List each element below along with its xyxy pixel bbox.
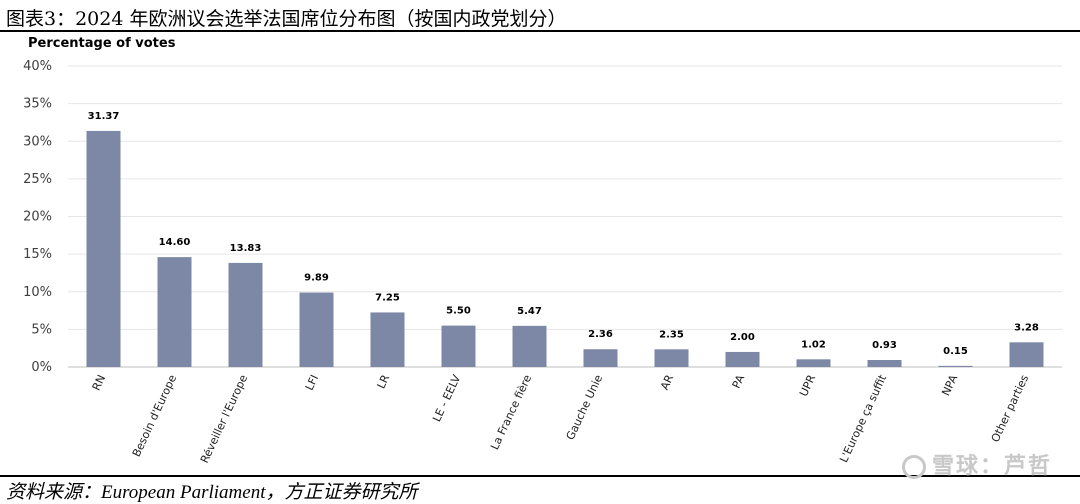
bar — [654, 349, 689, 367]
bar — [441, 325, 476, 367]
x-tick-label: LE - EELV — [430, 372, 463, 424]
bar — [512, 325, 547, 367]
figure-title: 图表3：2024 年欧洲议会选举法国席位分布图（按国内政党划分） — [6, 8, 567, 30]
x-tick-label: La France fière — [488, 373, 534, 452]
data-label: 2.35 — [659, 329, 684, 340]
y-tick-label: 5% — [31, 322, 52, 337]
bar — [725, 351, 760, 367]
data-label: 0.93 — [872, 340, 897, 351]
data-label: 2.00 — [730, 332, 755, 343]
bar — [299, 292, 334, 367]
data-label: 5.47 — [517, 306, 542, 317]
bar — [938, 365, 973, 367]
bar — [583, 349, 618, 367]
bar — [796, 359, 831, 367]
data-label: 7.25 — [375, 292, 400, 303]
data-label: 31.37 — [88, 111, 120, 122]
bar — [157, 257, 192, 367]
bottom-rule — [0, 475, 1080, 477]
data-label: 3.28 — [1014, 322, 1039, 333]
y-tick-label: 40% — [23, 59, 52, 74]
watermark-text: 雪球：芦哲 — [931, 454, 1052, 479]
bar — [867, 360, 902, 367]
y-tick-label: 20% — [23, 210, 52, 225]
x-tick-label: Réveiller l'Europe — [198, 373, 250, 466]
watermark: 雪球：芦哲 — [901, 448, 1052, 480]
data-labels: 31.37 14.60 13.83 9.89 7.25 5.50 5.47 2.36 2.35 2… — [88, 111, 1039, 357]
data-label: 14.60 — [159, 237, 191, 248]
x-tick-label: RN — [90, 373, 108, 393]
x-tick-label: LFI — [303, 373, 321, 393]
data-label: 2.36 — [588, 329, 613, 340]
x-tick-label: Other parties — [989, 373, 1032, 445]
y-tick-labels: 0% 5% 10% 15% 20% 25% 30% 35% 40% — [23, 59, 52, 375]
x-tick-label: PA — [730, 372, 748, 390]
bar-chart: Percentage of votes 0% 5% 10% 15% 20% 25% 30% 3… — [23, 36, 1062, 465]
bar — [86, 130, 121, 367]
bars — [86, 130, 1044, 367]
bar — [1009, 342, 1044, 367]
data-label: 5.50 — [446, 306, 471, 317]
source-note: 资料来源：European Parliament，方正证券研究所 — [6, 482, 418, 503]
x-tick-label: Besoin d'Europe — [130, 373, 179, 459]
data-label: 13.83 — [230, 243, 262, 254]
bar — [228, 262, 263, 367]
x-tick-labels: RN Besoin d'Europe Réveiller l'Europe LFI LR… — [90, 372, 1032, 465]
top-rule — [0, 30, 1080, 32]
x-tick-label: Gauche Unie — [564, 373, 606, 442]
y-tick-label: 30% — [23, 134, 52, 149]
y-tick-label: 15% — [23, 247, 52, 262]
data-label: 1.02 — [801, 339, 826, 350]
bar — [370, 312, 405, 367]
x-tick-label: NPA — [939, 372, 960, 398]
y-axis-title: Percentage of votes — [28, 36, 176, 51]
y-tick-label: 25% — [23, 172, 52, 187]
gridlines — [68, 65, 1062, 368]
y-tick-label: 35% — [23, 97, 52, 112]
x-tick-label: AR — [658, 372, 676, 392]
data-label: 0.15 — [943, 346, 968, 357]
y-tick-label: 0% — [31, 360, 52, 375]
x-tick-label: L'Europe ça suffit — [837, 372, 889, 464]
snowball-logo-icon — [901, 455, 926, 479]
data-label: 9.89 — [304, 273, 329, 284]
x-tick-label: LR — [375, 372, 393, 390]
y-tick-label: 10% — [23, 285, 52, 300]
x-tick-label: UPR — [797, 372, 818, 398]
